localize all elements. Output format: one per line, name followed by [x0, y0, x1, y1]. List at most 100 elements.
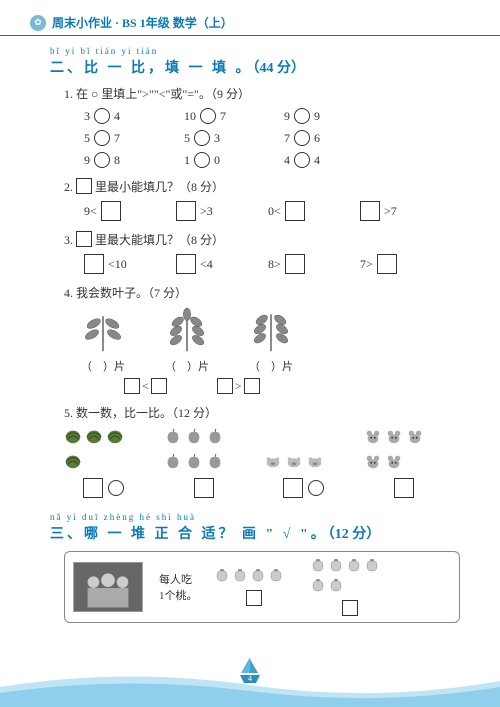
answer-square[interactable]	[176, 201, 196, 221]
compare-expr: 76	[284, 130, 354, 146]
mouse-icon	[364, 452, 382, 474]
mouse-icon	[406, 427, 424, 449]
section3-title-text: 三、哪 一 堆 正 合 适？ 画 " √ "。	[50, 527, 328, 542]
answer-circle[interactable]	[108, 480, 124, 496]
melon-icon	[106, 427, 124, 449]
peach-icon	[364, 558, 380, 576]
check-box[interactable]	[246, 590, 262, 606]
melon-icon	[64, 452, 82, 474]
q3-title: 3. 里最大能填几？（8 分）	[64, 231, 460, 248]
section3-pinyin: nǎ yì duī zhèng hé shì huà	[50, 512, 460, 522]
leaf-label: （ ）片	[74, 358, 132, 374]
fill-expr: 0<	[268, 201, 318, 221]
answer-square[interactable]	[285, 201, 305, 221]
answer-square[interactable]	[394, 478, 414, 498]
answer-square[interactable]	[176, 254, 196, 274]
cmp-op: <	[142, 379, 149, 394]
peach-icon	[346, 558, 362, 576]
melon-icon	[85, 427, 103, 449]
cmp-box: >	[217, 378, 260, 394]
answer-circle[interactable]	[194, 152, 210, 168]
fill-expr: >7	[360, 201, 410, 221]
compare-expr: 44	[284, 152, 354, 168]
answer-square[interactable]	[194, 478, 214, 498]
grade-text: BS 1年级 数学（上）	[122, 16, 233, 30]
caption: 每人吃 1个桃。	[159, 571, 198, 603]
fill-expr: >3	[176, 201, 226, 221]
count-group	[164, 427, 244, 502]
compare-expr: 57	[84, 130, 154, 146]
pile-2	[310, 558, 390, 616]
cmp-box: <	[124, 378, 167, 394]
question-1: 1. 在 ○ 里填上">""<"或"="。（9 分） 3410799575376…	[64, 85, 460, 168]
apple-icon	[185, 452, 203, 474]
count-group	[364, 427, 444, 502]
brand-icon: ✿	[30, 15, 46, 31]
leaf-icon	[242, 307, 300, 353]
section2-title-text: 二、比 一 比，填 一 填 。	[50, 61, 253, 76]
peach-icon	[328, 558, 344, 576]
answer-circle[interactable]	[294, 108, 310, 124]
mouse-icon	[364, 427, 382, 449]
page-header: ✿ 周末小作业 · BS 1年级 数学（上）	[0, 0, 500, 36]
section3-box: 每人吃 1个桃。	[64, 551, 460, 623]
peach-icon	[328, 578, 344, 596]
fill-expr: 8>	[268, 254, 318, 274]
answer-circle[interactable]	[294, 152, 310, 168]
q2-title: 2. 里最小能填几？（8 分）	[64, 178, 460, 195]
brand-name: 周末小作业	[52, 16, 112, 30]
section2-title: 二、比 一 比，填 一 填 。（44 分）	[50, 57, 460, 77]
pig-icon	[306, 452, 324, 474]
fill-expr: <4	[176, 254, 226, 274]
answer-square[interactable]	[101, 201, 121, 221]
count-group	[64, 427, 144, 502]
fill-expr: 9<	[84, 201, 134, 221]
pile-1	[214, 568, 294, 606]
peach-icon	[232, 568, 248, 586]
content-area: bǐ yi bǐ tián yi tián 二、比 一 比，填 一 填 。（44…	[0, 36, 500, 623]
answer-circle[interactable]	[94, 152, 110, 168]
pig-icon	[285, 452, 303, 474]
leaf-row: （ ）片 （ ）片 （ ）片	[74, 307, 460, 374]
question-2: 2. 里最小能填几？（8 分） 9< >3 0< >7	[64, 178, 460, 221]
q5-title: 5. 数一数，比一比。（12 分）	[64, 404, 460, 421]
q1-title: 1. 在 ○ 里填上">""<"或"="。（9 分）	[64, 85, 460, 102]
question-3: 3. 里最大能填几？（8 分） <10 <4 8> 7>	[64, 231, 460, 274]
fill-expr: <10	[84, 254, 134, 274]
section3-title: 三、哪 一 堆 正 合 适？ 画 " √ "。（12 分）	[50, 523, 460, 543]
section2-points: （44 分）	[253, 61, 306, 76]
peach-icon	[268, 568, 284, 586]
answer-square[interactable]	[377, 254, 397, 274]
leaf-item: （ ）片	[158, 307, 216, 374]
people-image	[73, 562, 143, 612]
apple-icon	[164, 427, 182, 449]
answer-circle[interactable]	[94, 108, 110, 124]
section3-points: （12 分）	[328, 527, 381, 542]
answer-square[interactable]	[283, 478, 303, 498]
count-group	[264, 432, 344, 502]
leaf-icon	[74, 307, 132, 353]
leaf-label: （ ）片	[242, 358, 300, 374]
answer-circle[interactable]	[94, 130, 110, 146]
apple-icon	[206, 427, 224, 449]
section2-pinyin: bǐ yi bǐ tián yi tián	[50, 46, 460, 56]
peach-icon	[310, 578, 326, 596]
compare-expr: 34	[84, 108, 154, 124]
cmp-row: < >	[124, 378, 460, 394]
fill-expr: 7>	[360, 254, 410, 274]
peach-icon	[250, 568, 266, 586]
answer-circle[interactable]	[294, 130, 310, 146]
answer-square[interactable]	[360, 201, 380, 221]
answer-square[interactable]	[285, 254, 305, 274]
apple-icon	[185, 427, 203, 449]
peach-icon	[214, 568, 230, 586]
answer-circle[interactable]	[200, 108, 216, 124]
cmp-op: >	[235, 379, 242, 394]
answer-square[interactable]	[83, 478, 103, 498]
answer-circle[interactable]	[194, 130, 210, 146]
answer-square[interactable]	[84, 254, 104, 274]
answer-circle[interactable]	[308, 480, 324, 496]
check-box[interactable]	[342, 600, 358, 616]
question-4: 4. 我会数叶子。（7 分） （ ）片 （ ）片 （ ）片 < >	[64, 284, 460, 394]
apple-icon	[206, 452, 224, 474]
